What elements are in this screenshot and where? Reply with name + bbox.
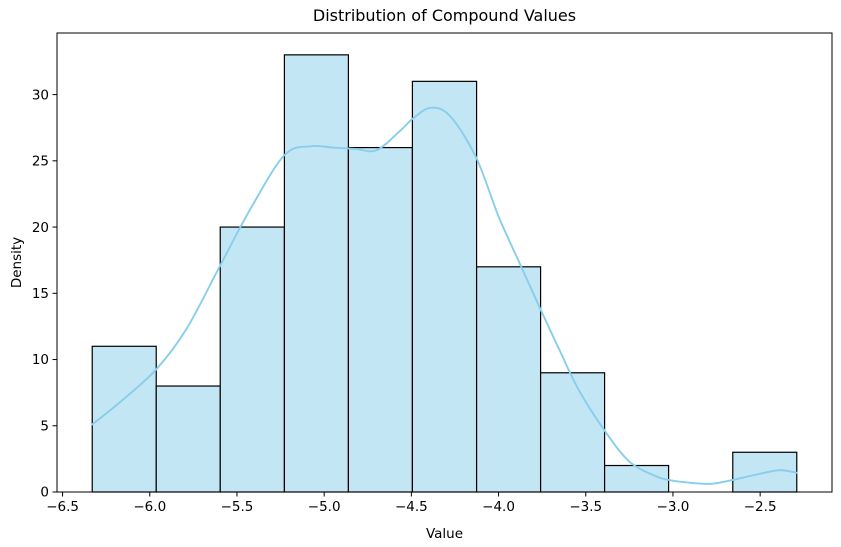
y-tick-label: 20 <box>32 220 49 236</box>
y-tick-label: 5 <box>40 418 49 434</box>
y-tick-label: 0 <box>40 485 49 501</box>
y-tick-label: 10 <box>32 352 49 368</box>
histogram-bars <box>91 54 798 493</box>
x-tick-label: −5.0 <box>308 499 341 515</box>
kde-curve <box>91 106 798 485</box>
x-axis-label: Value <box>426 526 463 542</box>
x-tick-label: −4.5 <box>395 499 428 515</box>
y-tick-label: 25 <box>32 154 49 170</box>
axes: −6.5 −6.0 −5.5 −5.0 −4.5 −4.0 −3.5 −3.0 −2.5 0 5 10… <box>32 32 833 515</box>
histogram-bar <box>539 372 606 493</box>
chart-title: Distribution of Compound Values <box>313 6 576 25</box>
y-tick-label: 30 <box>32 87 49 103</box>
x-tick-label: −6.5 <box>46 499 79 515</box>
x-tick-label: −2.5 <box>744 499 777 515</box>
histogram-bar <box>475 266 542 493</box>
histogram-bar <box>219 226 286 493</box>
x-tick-label: −4.0 <box>482 499 515 515</box>
histogram-bar <box>283 54 350 493</box>
x-tick-label: −3.5 <box>569 499 602 515</box>
histogram-bar <box>411 80 478 493</box>
histogram-bar <box>91 345 157 493</box>
kde-line <box>91 106 798 485</box>
histogram-bar <box>155 385 221 493</box>
x-tick-label: −5.5 <box>221 499 254 515</box>
x-tick-label: −6.0 <box>133 499 166 515</box>
y-tick-label: 15 <box>32 286 49 302</box>
histogram-bar <box>347 146 414 493</box>
plot-border <box>56 32 833 493</box>
x-tick-label: −3.0 <box>657 499 690 515</box>
histogram-bar <box>603 464 670 493</box>
y-axis-label: Density <box>9 237 25 288</box>
